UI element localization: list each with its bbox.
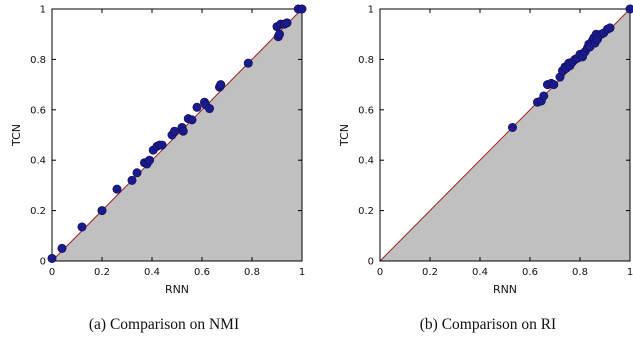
x-tick-label-b: 0 [377,267,383,278]
y-tick-label-a: 1 [40,5,46,16]
y-tick-label-b: 1 [368,5,374,16]
plot-frame-b [379,8,631,262]
y-axis-label-b: TCN [338,124,351,147]
x-axis-label-b: RNN [493,283,517,296]
data-point-b [507,122,517,132]
data-point-b [539,91,549,101]
x-tick-label-a: 0.4 [144,267,160,278]
y-tick-label-b: 0 [368,257,374,268]
y-tick-label-b: 0.6 [358,105,374,116]
caption-a: (a) Comparison on NMI [89,316,239,333]
data-point-a [132,168,142,178]
y-tick-label-b: 0.4 [358,156,374,167]
data-point-a [216,80,226,90]
data-point-b [625,4,633,14]
y-tick-label-a: 0.8 [30,55,46,66]
data-point-a [274,29,284,39]
x-tick-label-b: 0.6 [522,267,538,278]
y-tick-label-a: 0.2 [30,206,46,217]
plot-frame-a [51,8,303,262]
data-point-a [297,4,307,14]
data-point-a [187,115,197,125]
x-axis-label-a: RNN [165,283,189,296]
data-point-a [205,104,215,114]
data-point-b [549,80,559,90]
data-point-a [192,102,202,112]
y-axis-label-a: TCN [10,124,23,147]
x-tick-label-b: 0.2 [422,267,438,278]
panel-a: (a) Comparison on NMI 0 0.2 0.4 0.6 0.8 1 0 0.2… [10,4,307,333]
diagonal-line-a [51,8,303,262]
x-tick-label-a: 0.6 [194,267,210,278]
x-tick-label-b: 0.8 [572,267,588,278]
x-tick-label-a: 0 [49,267,55,278]
panel-b: (b) Comparison on RI 0 0.2 0.4 0.6 0.8 1 0 0.2 0… [338,4,633,333]
data-point-a [157,140,167,150]
y-tick-label-a: 0 [40,257,46,268]
x-tick-label-a: 0.8 [244,267,260,278]
data-point-a [127,175,137,185]
data-point-a [97,206,107,216]
y-tick-label-b: 0.2 [358,206,374,217]
x-tick-label-a: 1 [299,267,305,278]
data-point-a [282,18,292,28]
data-point-a [47,253,57,263]
data-point-a [57,243,67,253]
data-point-a [77,222,87,232]
y-tick-label-b: 0.8 [358,55,374,66]
data-point-a [170,126,180,136]
x-tick-label-b: 1 [627,267,633,278]
y-tick-label-a: 0.4 [30,156,46,167]
data-point-b [605,23,615,33]
x-tick-label-b: 0.4 [472,267,488,278]
y-tick-label-a: 0.6 [30,105,46,116]
data-point-a [243,58,253,68]
x-tick-label-a: 0.2 [94,267,110,278]
data-point-a [112,184,122,194]
data-point-a [178,126,188,136]
caption-b: (b) Comparison on RI [420,316,556,333]
data-point-a [145,155,155,165]
